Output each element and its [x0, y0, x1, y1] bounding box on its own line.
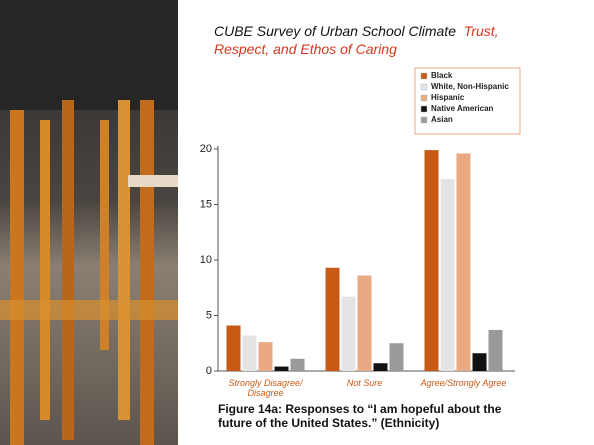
y-tick-label: 0	[206, 365, 212, 377]
legend-swatch	[420, 72, 428, 80]
title-text: CUBE Survey of Urban School Climate	[214, 23, 456, 39]
bar	[226, 325, 241, 371]
legend-label: White, Non-Hispanic	[431, 82, 509, 91]
legend-label: Black	[431, 71, 453, 80]
bar	[456, 153, 471, 371]
bar	[472, 353, 487, 371]
legend-label: Asian	[431, 115, 453, 124]
bar	[258, 342, 273, 371]
photo	[0, 0, 178, 445]
bar	[440, 178, 455, 371]
y-tick-label: 10	[200, 254, 212, 266]
y-tick-label: 5	[206, 309, 212, 321]
legend-swatch	[420, 116, 428, 124]
bar	[357, 275, 372, 371]
legend-label: Hispanic	[431, 93, 465, 102]
subtitle: Trust, Respect, and Ethos of Caring	[214, 23, 499, 57]
bar	[290, 358, 305, 371]
bar	[325, 267, 340, 371]
bar	[373, 363, 388, 371]
x-tick-label: Strongly Disagree/ Disagree	[228, 378, 303, 398]
legend-box	[414, 67, 521, 135]
legend-swatch	[420, 83, 428, 91]
caption: Figure 14a: Responses to “I am hopeful a…	[218, 402, 502, 430]
y-tick-label: 20	[200, 143, 212, 155]
bar	[488, 329, 503, 371]
legend-swatch	[420, 94, 428, 102]
x-tick-label: Not Sure	[346, 378, 383, 388]
bar	[424, 150, 439, 371]
bar	[274, 366, 289, 371]
legend-label: Native American	[431, 104, 494, 113]
bar	[341, 296, 356, 371]
bar	[242, 335, 257, 371]
y-tick-label: 15	[200, 198, 212, 210]
legend-swatch	[420, 105, 428, 113]
x-tick-label: Agree/Strongly Agree	[420, 378, 507, 388]
title: CUBE Survey of Urban School Climate Trus…	[214, 22, 544, 58]
bar	[389, 343, 404, 371]
